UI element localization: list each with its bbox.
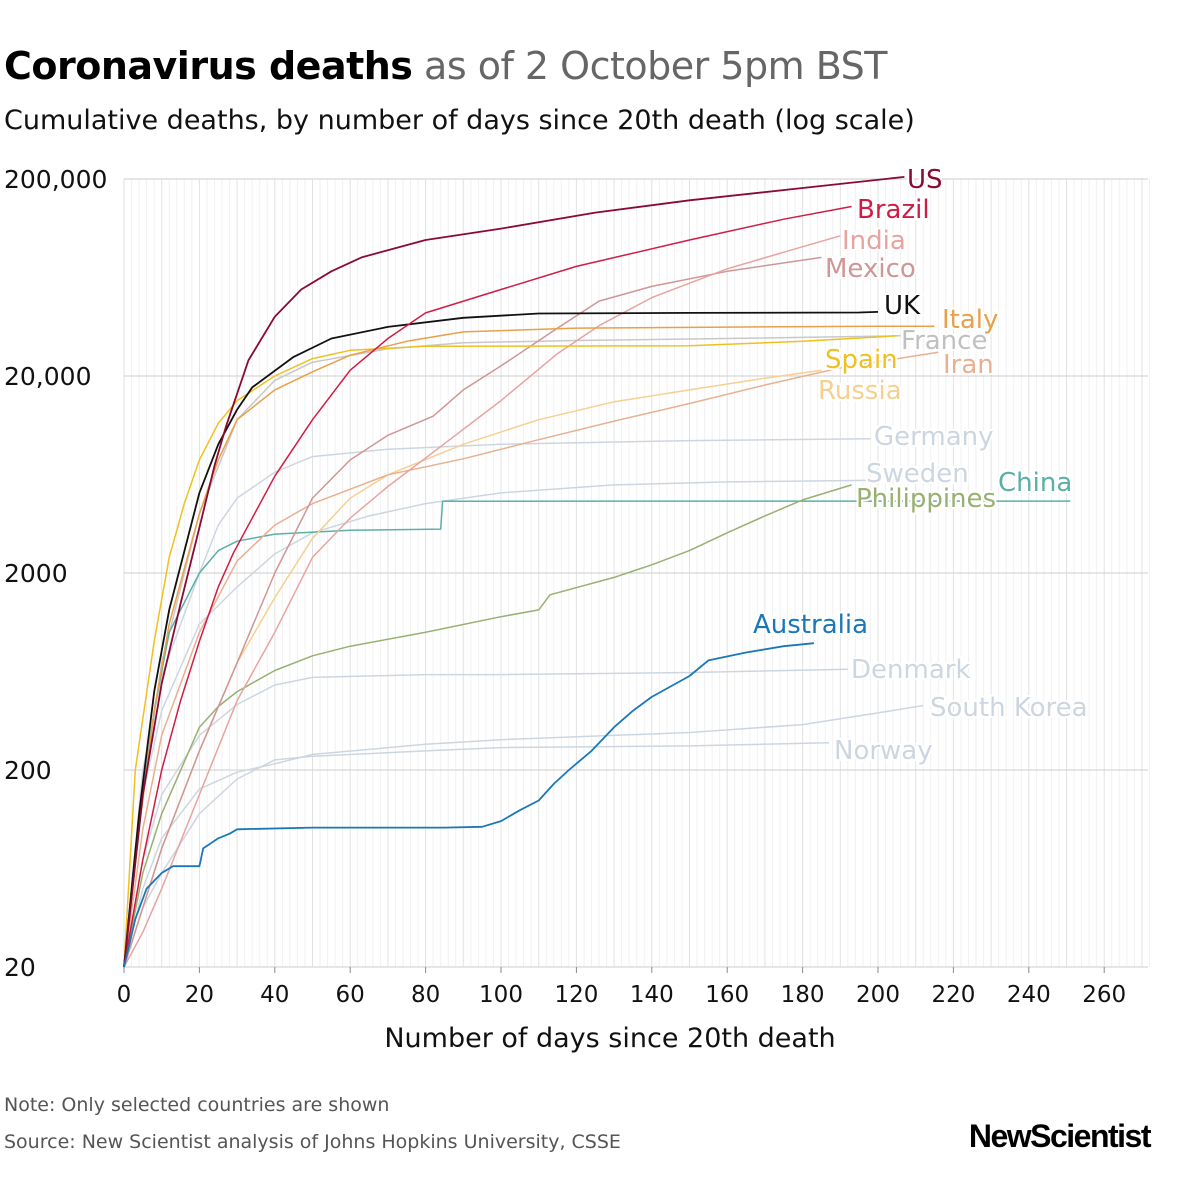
series-label-mexico: Mexico [825, 254, 916, 284]
y-tick-label: 200,000 [4, 165, 107, 194]
series-line-brazil [123, 205, 852, 968]
series-line-spain [123, 335, 897, 968]
y-tick-label: 200 [4, 756, 52, 785]
x-axis-label: Number of days since 20th death [384, 1023, 835, 1054]
series-label-brazil: Brazil [857, 195, 930, 225]
y-tick-label: 20,000 [4, 362, 91, 391]
x-tick-label: 40 [260, 982, 289, 1008]
series-line-norway [123, 742, 830, 968]
series-label-denmark: Denmark [851, 655, 971, 685]
x-tick-label: 260 [1082, 982, 1126, 1008]
chart-title: Coronavirus deaths as of 2 October 5pm B… [4, 44, 887, 88]
series-line-china [123, 500, 1071, 968]
x-tick-label: 240 [1007, 982, 1051, 1008]
x-tick-label: 200 [856, 982, 900, 1008]
series-line-italy [123, 325, 935, 968]
x-tick-label: 180 [781, 982, 825, 1008]
series-label-india: India [842, 226, 906, 256]
series-label-australia: Australia [753, 610, 868, 640]
series-line-france [123, 335, 901, 968]
series-line-south-korea [123, 704, 924, 968]
series-label-china: China [998, 468, 1072, 498]
source-text: Source: New Scientist analysis of Johns … [4, 1131, 621, 1153]
x-tick-label: 20 [185, 982, 214, 1008]
series-line-russia [123, 369, 822, 968]
series-line-uk [123, 311, 879, 968]
series-label-us: US [907, 165, 943, 195]
series-label-russia: Russia [818, 376, 902, 406]
series-line-sweden [123, 479, 867, 968]
newscientist-logo: NewScientist [968, 1118, 1152, 1154]
chart-subtitle: Cumulative deaths, by number of days sin… [4, 105, 915, 136]
series-line-iran [123, 351, 939, 968]
series-label-france: France [901, 326, 987, 356]
note-text: Note: Only selected countries are shown [4, 1094, 390, 1116]
x-tick-label: 100 [479, 982, 523, 1008]
x-tick-label: 120 [554, 982, 598, 1008]
series-line-us [123, 176, 905, 968]
series-line-mexico [123, 256, 822, 968]
series-label-germany: Germany [874, 422, 994, 452]
x-tick-label: 160 [705, 982, 749, 1008]
x-tick-label: 0 [117, 982, 132, 1008]
series-label-uk: UK [884, 291, 921, 321]
series-line-denmark [123, 668, 848, 968]
series-label-italy: Italy [942, 305, 998, 335]
x-tick-label: 140 [630, 982, 674, 1008]
series-line-india [123, 235, 841, 968]
series-line-philippines [123, 484, 852, 968]
title-main: Coronavirus deaths [4, 44, 413, 88]
series-label-norway: Norway [834, 736, 933, 766]
series-label-spain: Spain [825, 345, 898, 375]
y-tick-label: 20 [4, 953, 36, 982]
series-label-south-korea: South Korea [930, 693, 1088, 723]
series-label-philippines: Philippines [856, 484, 996, 514]
series-label-sweden: Sweden [866, 459, 969, 489]
series-label-iran: Iran [943, 350, 994, 380]
x-tick-label: 80 [411, 982, 440, 1008]
x-tick-label: 60 [336, 982, 365, 1008]
series-line-australia [123, 642, 814, 968]
x-tick-label: 220 [931, 982, 975, 1008]
title-suffix: as of 2 October 5pm BST [424, 44, 887, 88]
y-tick-label: 2000 [4, 559, 68, 588]
